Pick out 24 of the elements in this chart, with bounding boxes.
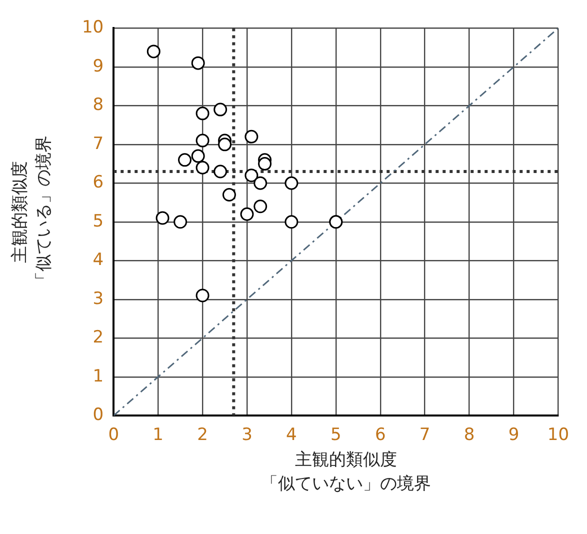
- x-tick-label: 2: [197, 425, 208, 446]
- y-tick-label: 8: [92, 95, 104, 116]
- y-tick-label: 2: [92, 328, 104, 348]
- x-tick-label: 0: [108, 425, 120, 446]
- y-tick-label: 4: [92, 250, 104, 270]
- x-tick-label: 10: [547, 425, 570, 446]
- x-tick-label: 9: [508, 425, 520, 446]
- x-tick-label: 1: [152, 425, 164, 446]
- y-axis-title: 主観的類似度「似ている」の境界: [9, 134, 55, 290]
- y-tick-label: 0: [92, 405, 104, 426]
- x-axis-title: 主観的類似度「似ていない」の境界: [260, 449, 432, 496]
- x-tick-label: 4: [286, 425, 297, 446]
- y-tick-label: 7: [92, 134, 104, 154]
- y-tick-label: 9: [92, 56, 104, 76]
- y-tick-label: 10: [82, 18, 104, 38]
- x-tick-label: 3: [242, 425, 252, 446]
- x-tick-label: 6: [374, 425, 386, 446]
- x-tick-label: 8: [464, 425, 475, 446]
- x-tick-label: 7: [419, 425, 430, 446]
- y-tick-label: 1: [92, 366, 104, 386]
- y-tick-label: 3: [92, 288, 104, 309]
- x-tick-label: 5: [330, 425, 342, 446]
- y-tick-label: 6: [92, 172, 104, 193]
- y-tick-label: 5: [92, 211, 104, 232]
